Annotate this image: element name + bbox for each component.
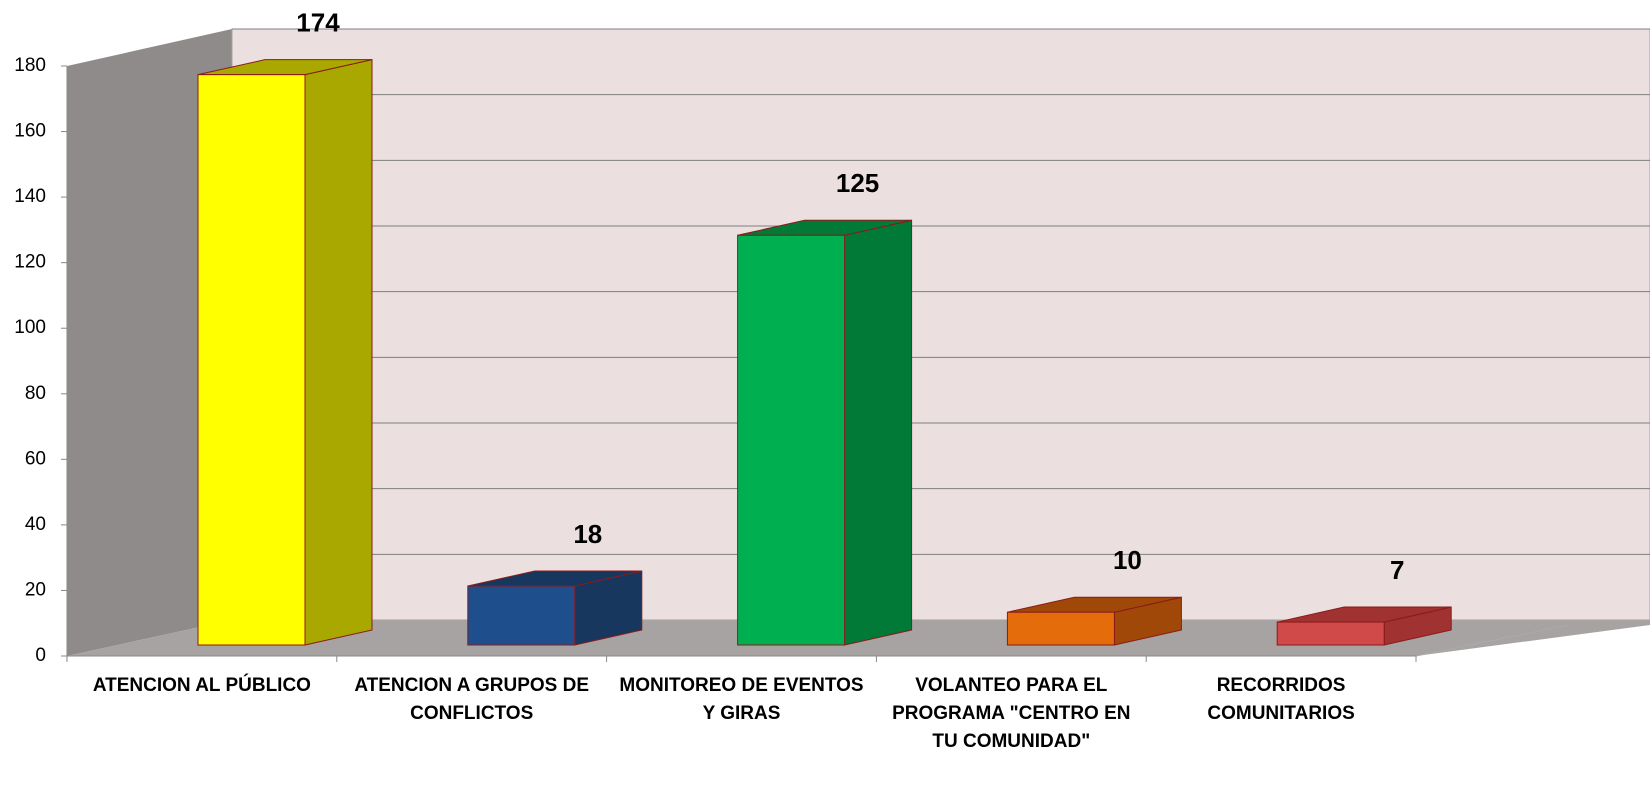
bar-front — [197, 74, 306, 646]
y-tick-label: 160 — [14, 121, 46, 142]
x-tick-label: ATENCION A GRUPOS DE CONFLICTOS — [354, 675, 590, 724]
bar — [1006, 596, 1182, 646]
y-tick-label: 60 — [25, 448, 46, 469]
y-tick-label: 180 — [14, 55, 46, 76]
bar-front — [467, 585, 576, 646]
bar — [197, 59, 373, 646]
value-label: 125 — [836, 168, 879, 198]
back-wall — [231, 28, 1650, 621]
y-tick-label: 80 — [25, 383, 46, 404]
y-tick-label: 20 — [25, 579, 46, 600]
y-tick-label: 0 — [35, 645, 46, 666]
side-wall — [67, 29, 232, 656]
bar-front — [737, 234, 846, 646]
bar-front — [1276, 621, 1385, 646]
x-tick-label: RECORRIDOS COMUNITARIOS — [1207, 675, 1355, 724]
x-tick-label: VOLANTEO PARA EL PROGRAMA "CENTRO EN TU … — [892, 675, 1131, 752]
bar — [737, 219, 913, 646]
floor-edge — [1415, 624, 1569, 657]
bar-side — [844, 219, 913, 646]
y-tick-label: 40 — [25, 514, 46, 535]
x-tick-label: ATENCION AL PÚBLICO — [92, 675, 311, 696]
x-tick-label: MONITOREO DE EVENTOS Y GIRAS — [619, 675, 864, 724]
value-label: 174 — [296, 8, 340, 38]
value-label: 18 — [573, 519, 602, 549]
value-label: 7 — [1390, 555, 1404, 585]
bar — [1276, 606, 1452, 646]
value-label: 10 — [1113, 545, 1142, 575]
bar-front — [1006, 611, 1115, 646]
y-tick-label: 100 — [14, 317, 46, 338]
y-tick-label: 140 — [14, 186, 46, 207]
bar-side — [304, 59, 373, 646]
bar — [467, 570, 643, 646]
y-tick-label: 120 — [14, 252, 46, 273]
